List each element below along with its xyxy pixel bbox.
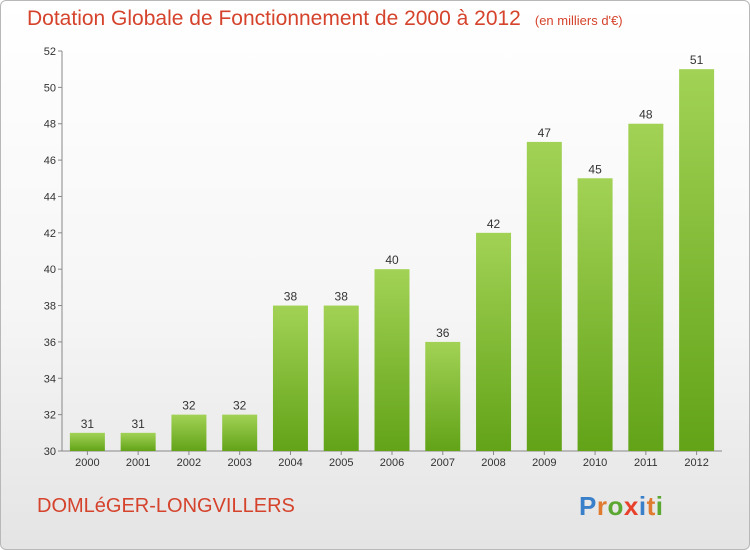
logo-letter: P [579, 491, 597, 521]
bar-2005 [323, 305, 359, 451]
x-tick-label-2001: 2001 [126, 457, 150, 469]
value-label-2001: 31 [131, 417, 145, 431]
x-tick-label-2004: 2004 [278, 457, 302, 469]
value-label-2011: 48 [639, 108, 653, 122]
value-label-2010: 45 [588, 162, 602, 176]
bar-2011 [628, 123, 664, 452]
y-tick-label: 50 [44, 82, 56, 94]
y-tick-label: 36 [44, 337, 56, 349]
logo-letter: t [646, 491, 656, 521]
y-tick-label: 44 [44, 191, 56, 203]
bar-2001 [120, 432, 156, 451]
bar-2012 [679, 69, 715, 451]
bar-2003 [222, 414, 258, 451]
value-label-2006: 40 [385, 253, 399, 267]
y-tick-label: 30 [44, 446, 56, 458]
bars: 31 31 32 32 38 38 40 36 42 47 45 48 51 [69, 53, 715, 452]
value-label-2012: 51 [690, 53, 704, 67]
bar-2006 [374, 269, 410, 451]
value-label-2007: 36 [436, 326, 450, 340]
bar-2004 [272, 305, 308, 451]
commune-name: DOMLéGER-LONGVILLERS [37, 495, 295, 517]
x-tick-label-2005: 2005 [329, 457, 353, 469]
logo-letter: i [638, 491, 647, 521]
y-tick-label: 40 [44, 264, 56, 276]
x-tick-label-2009: 2009 [532, 457, 556, 469]
bar-2007 [425, 341, 461, 451]
x-tick-label-2007: 2007 [431, 457, 455, 469]
proxiti-logo: Proxiti [579, 491, 663, 522]
y-tick-label: 32 [44, 410, 56, 422]
bar-2008 [476, 232, 512, 451]
y-tick-label: 48 [44, 119, 56, 131]
value-label-2003: 32 [233, 399, 247, 413]
x-tick-label-2011: 2011 [634, 457, 658, 469]
x-tick-label-2008: 2008 [481, 457, 505, 469]
bar-2010 [577, 178, 613, 452]
logo-letter: x [623, 491, 639, 521]
value-label-2005: 38 [335, 290, 349, 304]
y-tick-label: 38 [44, 301, 56, 313]
logo-letter: r [596, 491, 608, 521]
x-tick-label-2002: 2002 [177, 457, 201, 469]
x-tick-label-2006: 2006 [380, 457, 404, 469]
bar-2002 [171, 414, 207, 451]
x-tick-label-2010: 2010 [583, 457, 607, 469]
bar-2009 [526, 141, 562, 451]
logo-letter: i [655, 491, 664, 521]
x-tick-label-2003: 2003 [227, 457, 251, 469]
y-tick-label: 34 [44, 373, 56, 385]
x-tick-label-2012: 2012 [684, 457, 708, 469]
value-label-2000: 31 [81, 417, 95, 431]
y-tick-label: 52 [44, 46, 56, 58]
unit-label: (en milliers d'€) [534, 13, 623, 28]
chart-title: Dotation Globale de Fonctionnement de 20… [27, 7, 623, 31]
logo-letter: o [607, 491, 624, 521]
y-tick-label: 42 [44, 228, 56, 240]
value-label-2004: 38 [284, 290, 298, 304]
y-tick-label: 46 [44, 155, 56, 167]
value-label-2008: 42 [487, 217, 501, 231]
title-text: Dotation Globale de Fonctionnement de 20… [27, 7, 521, 30]
value-label-2009: 47 [538, 126, 552, 140]
bar-2000 [69, 432, 105, 451]
value-label-2002: 32 [182, 399, 196, 413]
x-tick-label-2000: 2000 [75, 457, 99, 469]
